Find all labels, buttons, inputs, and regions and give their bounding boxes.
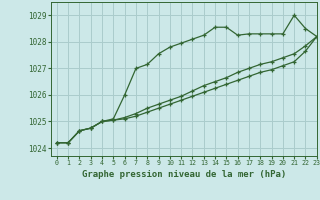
X-axis label: Graphe pression niveau de la mer (hPa): Graphe pression niveau de la mer (hPa) (82, 170, 286, 179)
